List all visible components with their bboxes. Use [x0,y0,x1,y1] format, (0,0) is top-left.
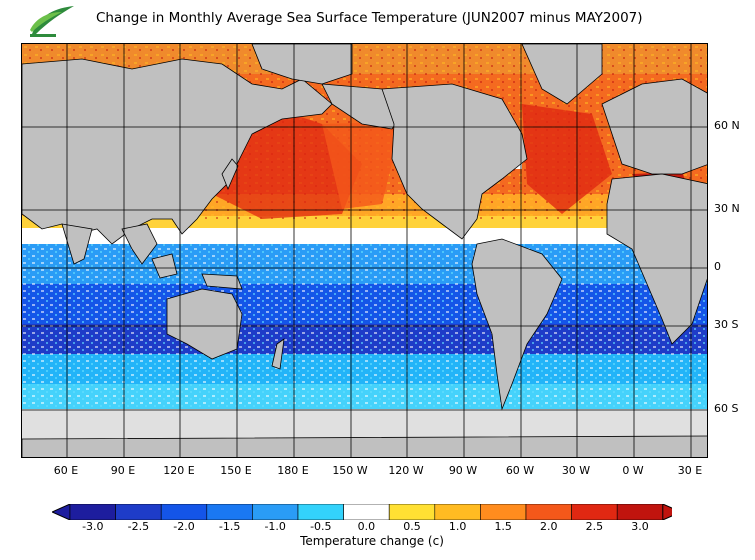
colorbar-swatch [297,504,344,520]
colorbar [52,504,672,520]
colorbar-tick-label: 1.5 [494,520,512,533]
lat-label-30n: 30 N [714,202,740,215]
colorbar-swatch [388,504,436,520]
colorbar-tick-label: -1.0 [264,520,286,533]
colorbar-tick-label: -3.0 [82,520,104,533]
colorbar-swatch [160,504,208,520]
land-south-america [471,238,563,411]
sst-band-equator [22,228,707,246]
colorbar-tick-label: -2.0 [173,520,195,533]
colorbar-swatch [252,504,299,520]
colorbar-title: Temperature change (c) [300,534,444,548]
colorbar-swatch [525,504,572,520]
lon-label-180e: 180 E [277,464,309,477]
land-greenland [521,44,603,105]
land-masses [22,44,707,457]
colorbar-arrow-right [662,504,672,520]
sst-hotspot-ne-pacific [322,122,402,209]
land-europe [601,78,707,175]
colorbar-arrow-left [52,504,71,520]
colorbar-swatch [206,504,253,520]
colorbar-swatch [115,504,162,520]
colorbar-swatch [480,504,527,520]
colorbar-tick-label: 2.5 [585,520,604,533]
lat-label-60n: 60 N [714,119,740,132]
colorbar-tick-label: 0.5 [403,520,421,533]
lon-label-150e: 150 E [220,464,252,477]
colorbar-swatch [616,504,664,520]
land-antarctica [22,435,707,457]
colorbar-tick-label: -1.5 [218,520,241,533]
land-africa [606,173,707,345]
lon-label-120e: 120 E [163,464,195,477]
sst-hotspot-n-atlantic [522,104,612,214]
lat-label-60s: 60 S [714,402,739,415]
colorbar-swatch [571,504,618,520]
lon-label-30e: 30 E [677,464,703,477]
land-north-america [381,83,528,240]
land-new-zealand [271,338,285,370]
land-borneo [151,253,178,279]
map-title: Change in Monthly Average Sea Surface Te… [96,10,643,26]
leaf-logo-icon [30,6,74,37]
lon-label-90e: 90 E [110,464,136,477]
lon-label-60w: 60 W [505,464,535,477]
colorbar-swatch [434,504,481,520]
colorbar-tick-label: 0.0 [357,520,376,533]
land-indochina [121,223,158,265]
sst-noise-south [22,244,707,409]
lon-label-0w: 0 W [622,464,644,477]
colorbar-swatch [343,504,390,520]
lat-label-0: 0 [714,260,721,273]
land-japan [221,158,239,191]
lon-label-90w: 90 W [448,464,478,477]
lat-label-30s: 30 S [714,318,739,331]
land-new-guinea [201,273,243,290]
graticule [22,44,707,457]
colorbar-tick-label: 1.0 [448,520,467,533]
colorbar-tick-label: -2.5 [127,520,150,533]
lon-label-150w: 150 W [332,464,368,477]
colorbar-swatch [69,504,116,520]
lon-label-60e: 60 E [53,464,79,477]
land-india [61,223,93,265]
colorbar-tick-label: -0.5 [310,520,332,533]
sst-change-map [21,43,708,458]
lon-label-30w: 30 W [561,464,591,477]
lon-label-120w: 120 W [388,464,424,477]
colorbar-tick-label: 3.0 [631,520,649,533]
colorbar-tick-label: 2.0 [540,520,558,533]
